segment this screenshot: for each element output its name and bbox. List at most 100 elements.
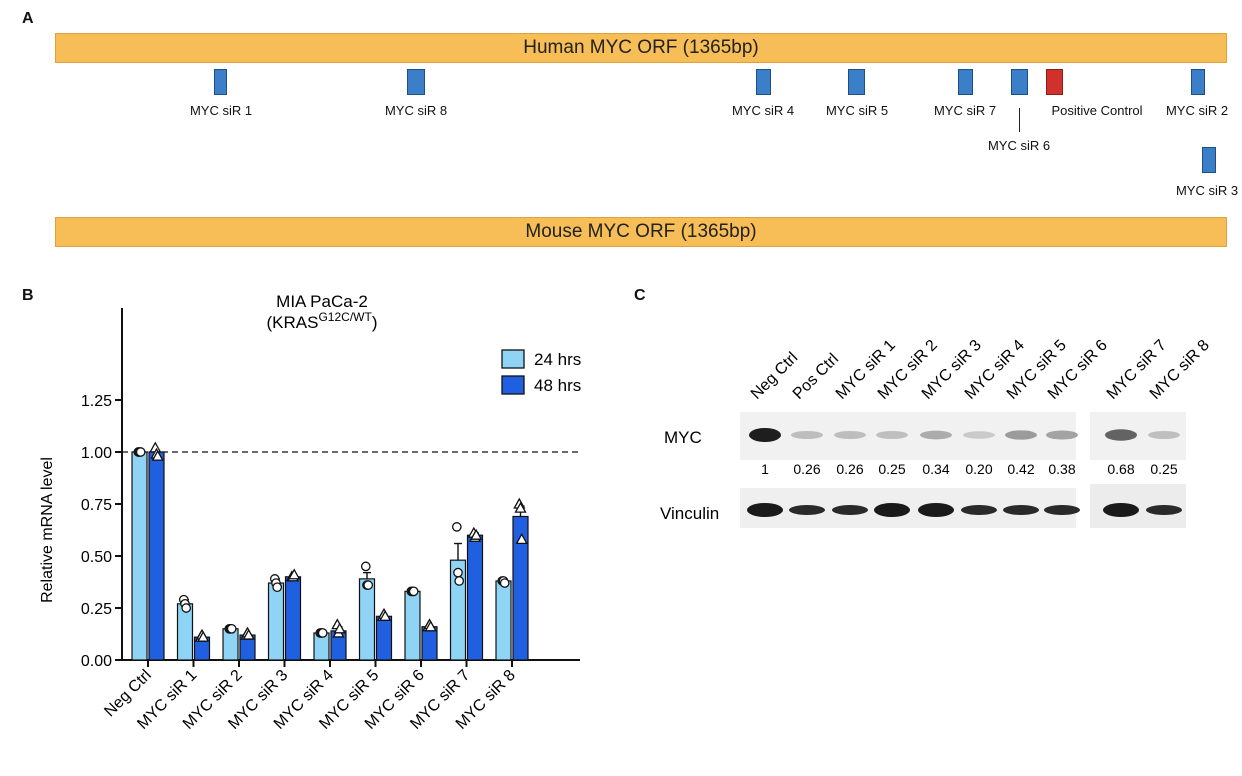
vinculin-band (832, 505, 868, 515)
sirna-label-4: MYC siR 4 (731, 103, 795, 118)
sirna-marker-6 (1011, 69, 1028, 95)
sirna-label-7: MYC siR 7 (933, 103, 997, 118)
bar (358, 578, 376, 661)
bar (148, 451, 165, 661)
bar (404, 590, 421, 661)
bar (284, 576, 302, 661)
data-point (181, 603, 192, 613)
panel-a-letter: A (22, 10, 34, 27)
myc-band (963, 431, 995, 439)
y-tick-label: 0.00 (81, 653, 112, 670)
panel-b-letter: B (22, 287, 34, 304)
data-point (226, 623, 237, 634)
quant-label: 0.38 (1048, 461, 1075, 477)
y-tick-label: 0.75 (81, 497, 112, 514)
myc-band (876, 431, 908, 439)
myc-band (1046, 430, 1078, 440)
legend-swatch (501, 349, 525, 369)
data-point (272, 582, 283, 593)
human-orf-label: Human MYC ORF (1365bp) (523, 37, 759, 58)
sirna-marker-2 (1191, 69, 1205, 95)
quant-label: 0.26 (793, 461, 820, 477)
data-point (363, 580, 374, 590)
data-point (499, 578, 510, 588)
myc-band (1105, 429, 1137, 441)
quant-label: 0.25 (878, 461, 905, 477)
data-point (424, 620, 437, 632)
data-point (379, 609, 392, 621)
data-point (470, 528, 483, 540)
vinculin-band (1146, 505, 1182, 515)
quant-label: 0.25 (1150, 461, 1177, 477)
sirna-marker-1 (214, 69, 227, 95)
positive-control-label: Positive Control (1051, 103, 1143, 118)
chart-title-gene: (KRAS (267, 313, 319, 332)
bar (267, 582, 285, 661)
chart-title-line2: (KRASG12C/WT) (267, 310, 378, 332)
data-point (514, 501, 527, 513)
vinculin-band (961, 505, 997, 515)
panel-c-letter: C (634, 287, 646, 304)
data-point (242, 628, 255, 640)
vinculin-row-label: Vinculin (660, 504, 719, 523)
legend-swatch (501, 375, 525, 395)
quant-label: 1 (761, 461, 769, 477)
y-tick-label: 1.00 (81, 445, 112, 462)
chart-title-close: ) (372, 313, 378, 332)
y-axis-label: Relative mRNA level (39, 457, 56, 603)
y-tick-label: 1.25 (81, 393, 112, 410)
data-point (360, 561, 371, 572)
vinculin-band (1044, 505, 1080, 515)
chart-title-superscript: G12C/WT (318, 310, 372, 324)
sirna-marker-5 (848, 69, 865, 95)
vinculin-band (1003, 505, 1039, 515)
myc-band (749, 428, 781, 442)
sirna-label-6: MYC siR 6 (987, 138, 1051, 153)
myc-band (1005, 430, 1037, 440)
data-point (454, 576, 465, 586)
mouse-orf-bar: Mouse MYC ORF (1365bp) (55, 217, 1227, 247)
quant-label: 0.42 (1007, 461, 1034, 477)
data-point (135, 447, 146, 457)
sirna-label-8: MYC siR 8 (384, 103, 448, 118)
sirna-marker-4 (756, 69, 771, 95)
bar (466, 534, 484, 661)
sirna-label-2: MYC siR 2 (1165, 103, 1229, 118)
legend-label: 48 hrs (534, 376, 581, 395)
myc-band (791, 430, 823, 440)
data-point (453, 567, 463, 578)
vinculin-band (747, 503, 783, 517)
sirna-marker-7 (958, 69, 973, 95)
chart-title-line1: MIA PaCa-2 (276, 292, 368, 311)
legend-label: 24 hrs (534, 350, 581, 369)
quant-label: 0.20 (965, 461, 992, 477)
data-point (317, 628, 328, 638)
y-tick-label: 0.50 (81, 549, 112, 566)
bar (449, 559, 467, 661)
vinculin-band (1103, 503, 1139, 517)
bar (131, 451, 148, 661)
human-orf-bar: Human MYC ORF (1365bp) (55, 33, 1227, 63)
sirna-label-5: MYC siR 5 (825, 103, 889, 118)
data-point (451, 522, 462, 532)
bar (421, 626, 438, 661)
data-point (408, 586, 419, 597)
bar (495, 580, 512, 661)
quant-label: 0.68 (1107, 461, 1134, 477)
mouse-orf-label: Mouse MYC ORF (1365bp) (525, 221, 757, 242)
positive-control-marker (1046, 69, 1063, 95)
y-tick-label: 0.25 (81, 601, 112, 618)
data-point (333, 622, 346, 634)
sirna-label-1: MYC siR 1 (189, 103, 253, 118)
vinculin-band (874, 503, 910, 517)
sirna-marker-3 (1202, 147, 1216, 173)
data-point (151, 449, 164, 461)
myc-row-label: MYC (664, 428, 702, 447)
data-point (288, 568, 301, 580)
data-point (515, 533, 528, 545)
myc-band (834, 430, 866, 440)
sirna-label-3: MYC siR 3 (1175, 183, 1239, 198)
bar-chart: MIA PaCa-2(KRASG12C/WT)Relative mRNA lev… (39, 292, 581, 733)
data-point (197, 630, 210, 642)
sirna-marker-8 (407, 69, 425, 95)
